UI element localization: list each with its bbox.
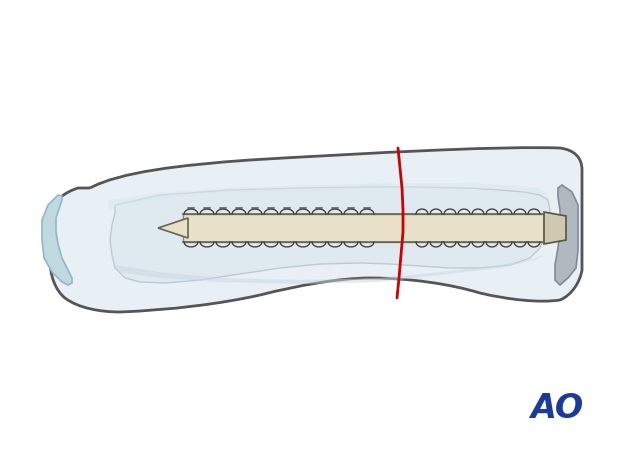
Text: AO: AO <box>530 392 583 425</box>
Polygon shape <box>555 185 578 285</box>
Polygon shape <box>110 187 550 283</box>
Polygon shape <box>544 212 566 244</box>
Polygon shape <box>158 218 188 238</box>
Polygon shape <box>42 195 72 285</box>
PathPatch shape <box>50 148 582 312</box>
Polygon shape <box>114 255 545 284</box>
Polygon shape <box>108 183 548 210</box>
Polygon shape <box>183 214 544 242</box>
